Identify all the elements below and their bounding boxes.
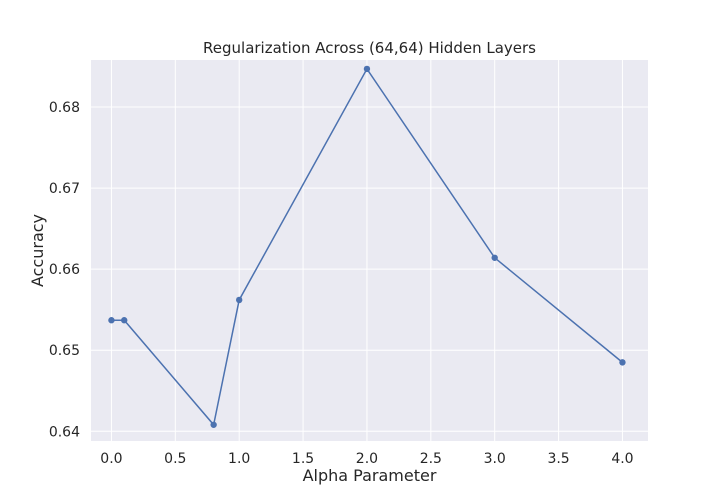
y-tick-label: 0.65	[49, 343, 80, 359]
y-axis-label: Accuracy	[28, 214, 47, 287]
data-point	[363, 65, 371, 73]
data-point	[108, 317, 115, 324]
plot-area	[91, 60, 648, 441]
x-tick-label: 3.0	[484, 451, 506, 467]
y-tick-label: 0.68	[49, 100, 80, 116]
y-gridlines	[91, 106, 648, 432]
x-tick-label: 0.0	[100, 451, 122, 467]
x-tick-label: 0.5	[164, 451, 186, 467]
x-tick-labels: 0.0 0.5 1.0 1.5 2.0 2.5 3.0 3.5 4.0	[100, 451, 633, 467]
x-tick-label: 4.0	[611, 451, 633, 467]
x-axis-label: Alpha Parameter	[303, 466, 437, 485]
x-tick-label: 3.5	[547, 451, 569, 467]
data-point	[235, 296, 243, 304]
data-point	[210, 421, 217, 428]
y-tick-label: 0.67	[49, 181, 80, 197]
data-point	[121, 317, 128, 324]
x-tick-label: 2.0	[356, 451, 378, 467]
y-tick-label: 0.66	[49, 262, 80, 278]
data-point	[619, 359, 626, 366]
y-tick-label: 0.64	[49, 424, 80, 440]
series-group	[108, 65, 626, 428]
chart-title: Regularization Across (64,64) Hidden Lay…	[203, 39, 536, 57]
x-tick-label: 1.0	[228, 451, 250, 467]
x-gridlines	[110, 60, 623, 441]
x-tick-label: 1.5	[292, 451, 314, 467]
data-point	[491, 254, 498, 261]
x-tick-label: 2.5	[420, 451, 442, 467]
y-tick-labels: 0.64 0.65 0.66 0.67 0.68	[49, 100, 80, 440]
